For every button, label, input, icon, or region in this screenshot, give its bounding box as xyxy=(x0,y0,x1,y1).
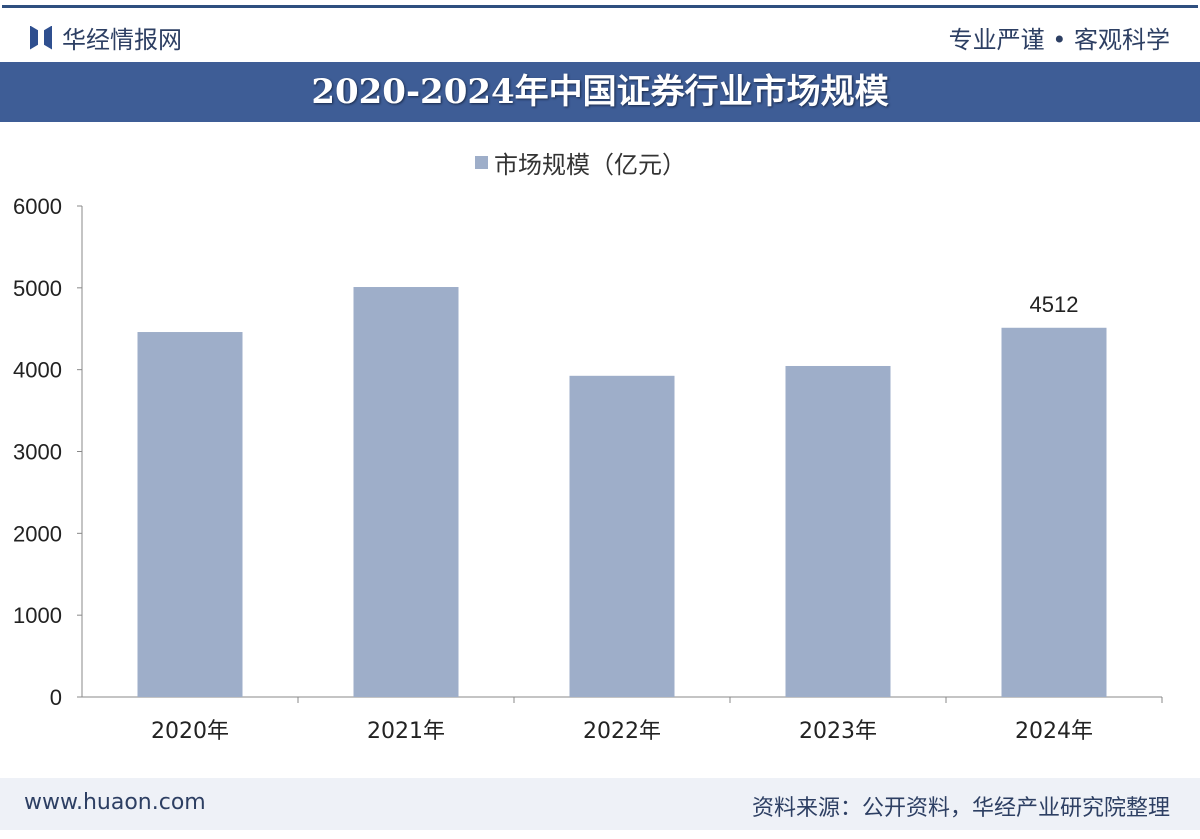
chart-title: 2020-2024年中国证券行业市场规模 xyxy=(0,62,1200,122)
bar-2021年 xyxy=(353,287,459,697)
brand-name: 华经情报网 xyxy=(62,26,182,54)
data-label: 4512 xyxy=(1030,292,1079,317)
bar-2020年 xyxy=(137,332,243,697)
y-tick-label: 2000 xyxy=(13,521,62,546)
y-tick-label: 6000 xyxy=(13,194,62,219)
x-tick-label: 2022年 xyxy=(583,719,661,744)
x-tick-label: 2021年 xyxy=(367,719,445,744)
bar-2022年 xyxy=(569,375,675,697)
footer-bar xyxy=(0,778,1200,830)
footer-url: www.huaon.com xyxy=(24,790,206,815)
top-rule xyxy=(2,5,1198,8)
legend: 市场规模（亿元） xyxy=(475,145,686,180)
legend-swatch xyxy=(475,156,488,169)
y-tick-label: 5000 xyxy=(13,276,62,301)
x-tick-label: 2024年 xyxy=(1015,719,1093,744)
x-tick-label: 2023年 xyxy=(799,719,877,744)
footer-source: 资料来源：公开资料，华经产业研究院整理 xyxy=(751,796,1170,821)
y-tick-label: 3000 xyxy=(13,440,62,465)
bar-2024年 xyxy=(1001,327,1107,697)
legend-label: 市场规模（亿元） xyxy=(494,151,686,179)
brand: 华经情报网 xyxy=(30,20,182,55)
x-tick-label: 2020年 xyxy=(151,719,229,744)
y-tick-label: 1000 xyxy=(13,603,62,628)
y-tick-label: 4000 xyxy=(13,358,62,383)
bar-2023年 xyxy=(785,365,891,697)
slogan: 专业严谨 • 客观科学 xyxy=(948,26,1170,54)
y-tick-label: 0 xyxy=(50,685,62,710)
